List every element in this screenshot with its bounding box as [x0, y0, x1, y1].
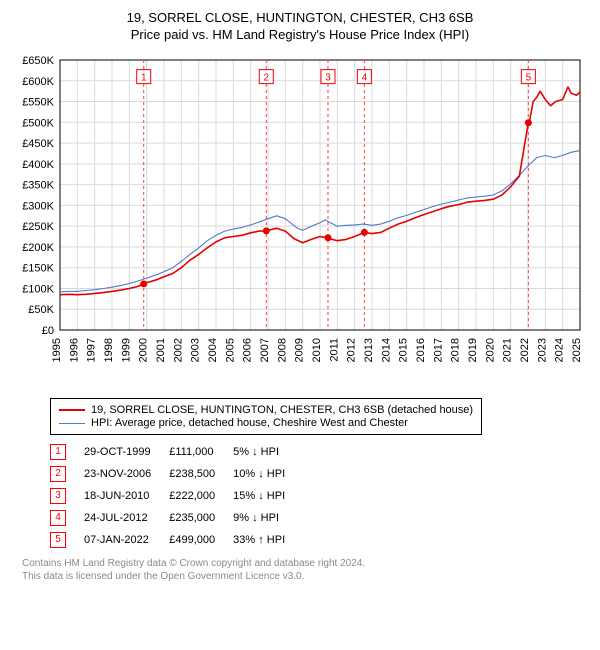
footer: Contains HM Land Registry data © Crown c… — [22, 557, 578, 583]
chart: £0 £50K £100K £150K £200K £250K £300K £350K £400… — [10, 50, 590, 390]
svg-text:£550K: £550K — [22, 97, 54, 109]
svg-text:2024: 2024 — [554, 338, 566, 362]
footer-line2: This data is licensed under the Open Gov… — [22, 570, 578, 583]
event-marker: 2 — [50, 466, 66, 482]
legend-swatch — [59, 423, 85, 424]
svg-text:£600K: £600K — [22, 76, 54, 88]
event-delta: 9% ↓ HPI — [233, 507, 303, 529]
event-marker: 5 — [50, 532, 66, 548]
legend-label: 19, SORREL CLOSE, HUNTINGTON, CHESTER, C… — [91, 404, 473, 416]
event-row: 3 18-JUN-2010£222,00015% ↓ HPI — [50, 485, 303, 507]
svg-text:2001: 2001 — [155, 338, 167, 362]
svg-text:2022: 2022 — [519, 338, 531, 362]
event-date: 29-OCT-1999 — [84, 441, 169, 463]
svg-text:2013: 2013 — [363, 338, 375, 362]
svg-text:2005: 2005 — [224, 338, 236, 362]
event-marker: 3 — [50, 488, 66, 504]
event-price: £499,000 — [169, 529, 233, 551]
svg-text:2019: 2019 — [467, 338, 479, 362]
svg-text:2015: 2015 — [398, 338, 410, 362]
svg-text:2017: 2017 — [432, 338, 444, 362]
svg-text:2016: 2016 — [415, 338, 427, 362]
event-date: 24-JUL-2012 — [84, 507, 169, 529]
svg-text:4: 4 — [362, 73, 368, 84]
legend-swatch — [59, 409, 85, 411]
svg-text:£0: £0 — [42, 325, 54, 337]
events-table: 1 29-OCT-1999£111,0005% ↓ HPI 2 23-NOV-2006… — [50, 441, 578, 551]
svg-text:£250K: £250K — [22, 221, 54, 233]
svg-text:1999: 1999 — [120, 338, 132, 362]
event-delta: 10% ↓ HPI — [233, 463, 303, 485]
event-date: 18-JUN-2010 — [84, 485, 169, 507]
svg-text:£200K: £200K — [22, 242, 54, 254]
titles: 19, SORREL CLOSE, HUNTINGTON, CHESTER, C… — [10, 10, 590, 42]
event-row: 5 07-JAN-2022£499,00033% ↑ HPI — [50, 529, 303, 551]
svg-text:2003: 2003 — [190, 338, 202, 362]
svg-text:2009: 2009 — [294, 338, 306, 362]
svg-text:1996: 1996 — [68, 338, 80, 362]
legend-row: 19, SORREL CLOSE, HUNTINGTON, CHESTER, C… — [59, 404, 473, 416]
event-date: 07-JAN-2022 — [84, 529, 169, 551]
event-delta: 15% ↓ HPI — [233, 485, 303, 507]
title-address: 19, SORREL CLOSE, HUNTINGTON, CHESTER, C… — [10, 10, 590, 25]
svg-text:1998: 1998 — [103, 338, 115, 362]
svg-text:2021: 2021 — [502, 338, 514, 362]
event-delta: 5% ↓ HPI — [233, 441, 303, 463]
chart-svg: £0 £50K £100K £150K £200K £250K £300K £350K £400… — [10, 50, 590, 390]
event-price: £222,000 — [169, 485, 233, 507]
event-row: 4 24-JUL-2012£235,0009% ↓ HPI — [50, 507, 303, 529]
svg-text:£350K: £350K — [22, 180, 54, 192]
svg-text:2018: 2018 — [450, 338, 462, 362]
svg-text:2023: 2023 — [536, 338, 548, 362]
svg-text:2008: 2008 — [276, 338, 288, 362]
svg-text:£300K: £300K — [22, 200, 54, 212]
svg-text:2000: 2000 — [138, 338, 150, 362]
svg-text:1: 1 — [141, 73, 147, 84]
event-price: £235,000 — [169, 507, 233, 529]
svg-text:2004: 2004 — [207, 338, 219, 362]
svg-text:3: 3 — [325, 73, 331, 84]
svg-text:£500K: £500K — [22, 117, 54, 129]
svg-text:1995: 1995 — [51, 338, 63, 362]
svg-text:2010: 2010 — [311, 338, 323, 362]
svg-text:2006: 2006 — [242, 338, 254, 362]
svg-text:2025: 2025 — [571, 338, 583, 362]
event-date: 23-NOV-2006 — [84, 463, 169, 485]
svg-text:£100K: £100K — [22, 283, 54, 295]
svg-text:£150K: £150K — [22, 263, 54, 275]
svg-text:2007: 2007 — [259, 338, 271, 362]
svg-text:£50K: £50K — [28, 304, 54, 316]
svg-text:2020: 2020 — [484, 338, 496, 362]
svg-text:2014: 2014 — [380, 338, 392, 362]
event-delta: 33% ↑ HPI — [233, 529, 303, 551]
svg-text:£400K: £400K — [22, 159, 54, 171]
footer-line1: Contains HM Land Registry data © Crown c… — [22, 557, 578, 570]
svg-text:£450K: £450K — [22, 138, 54, 150]
legend-row: HPI: Average price, detached house, Ches… — [59, 417, 473, 429]
svg-text:5: 5 — [526, 73, 532, 84]
event-price: £111,000 — [169, 441, 233, 463]
svg-text:£650K: £650K — [22, 55, 54, 67]
legend-label: HPI: Average price, detached house, Ches… — [91, 417, 408, 429]
event-price: £238,500 — [169, 463, 233, 485]
svg-text:2: 2 — [263, 73, 269, 84]
legend: 19, SORREL CLOSE, HUNTINGTON, CHESTER, C… — [50, 398, 482, 435]
event-row: 2 23-NOV-2006£238,50010% ↓ HPI — [50, 463, 303, 485]
svg-text:2002: 2002 — [172, 338, 184, 362]
event-marker: 1 — [50, 444, 66, 460]
svg-text:1997: 1997 — [86, 338, 98, 362]
chart-container: 19, SORREL CLOSE, HUNTINGTON, CHESTER, C… — [0, 0, 600, 589]
event-marker: 4 — [50, 510, 66, 526]
event-row: 1 29-OCT-1999£111,0005% ↓ HPI — [50, 441, 303, 463]
svg-text:2011: 2011 — [328, 338, 340, 362]
title-subtitle: Price paid vs. HM Land Registry's House … — [10, 27, 590, 42]
svg-text:2012: 2012 — [346, 338, 358, 362]
